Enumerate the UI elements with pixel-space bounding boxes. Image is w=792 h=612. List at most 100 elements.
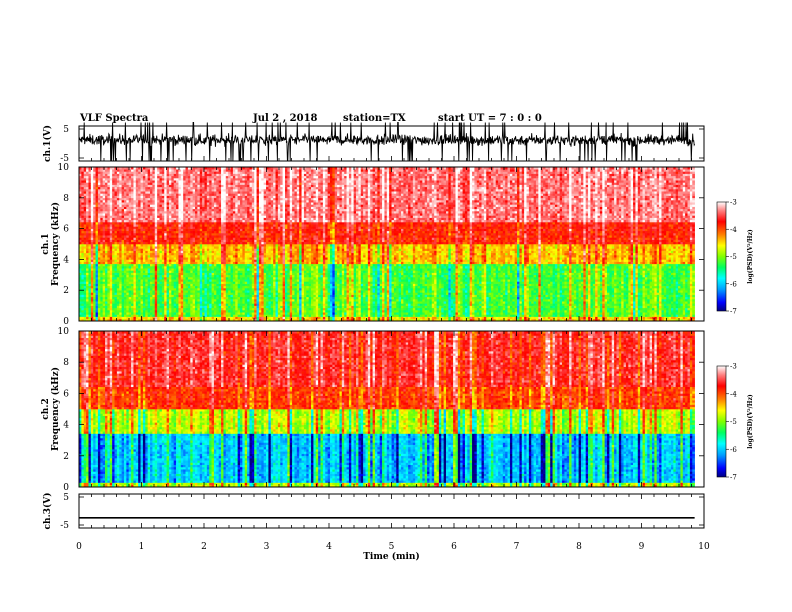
spectrogram-cell	[155, 169, 158, 172]
spectrogram-cell	[178, 312, 181, 315]
spectrogram-cell	[110, 198, 113, 201]
spectrogram-cell	[105, 303, 108, 306]
spectrogram-cell	[164, 233, 167, 236]
spectrogram-cell	[231, 242, 234, 245]
spectrogram-cell	[186, 178, 189, 181]
spectrogram-cell	[207, 279, 210, 282]
spectrogram-cell	[238, 264, 241, 267]
spectrogram-cell	[167, 314, 170, 317]
spectrogram-cell	[141, 297, 144, 300]
spectrogram-cell	[145, 268, 148, 271]
spectrogram-cell	[174, 281, 177, 284]
spectrogram-cell	[226, 253, 229, 256]
spectrogram-cell	[84, 303, 87, 306]
spectrogram-cell	[119, 292, 122, 295]
spectrogram-cell	[226, 235, 229, 238]
spectrogram-cell	[115, 240, 118, 243]
spectrogram-cell	[195, 178, 198, 181]
spectrogram-cell	[129, 246, 132, 249]
spectrogram-cell	[226, 213, 229, 216]
spectrogram-cell	[145, 255, 148, 258]
spectrogram-cell	[86, 275, 89, 278]
spectrogram-cell	[145, 312, 148, 315]
spectrogram-cell	[126, 185, 129, 188]
spectrogram-cell	[143, 295, 146, 298]
spectrogram-cell	[84, 202, 87, 205]
spectrogram-cell	[167, 288, 170, 291]
spectrogram-cell	[143, 182, 146, 185]
spectrogram-cell	[133, 259, 136, 262]
spectrogram-cell	[233, 187, 236, 190]
spectrogram-cell	[143, 299, 146, 302]
spectrogram-cell	[204, 204, 207, 207]
spectrogram-cell	[115, 242, 118, 245]
spectrogram-cell	[81, 202, 84, 205]
spectrogram-cell	[221, 229, 224, 232]
spectrogram-cell	[148, 301, 151, 304]
spectrogram-cell	[152, 240, 155, 243]
spectrogram-cell	[145, 176, 148, 179]
spectrogram-cell	[231, 200, 234, 203]
spectrogram-cell	[98, 169, 101, 172]
spectrogram-cell	[117, 196, 120, 199]
spectrogram-cell	[231, 176, 234, 179]
spectrogram-cell	[219, 268, 222, 271]
spectrogram-cell	[197, 251, 200, 254]
spectrogram-cell	[81, 209, 84, 212]
spectrogram-cell	[214, 273, 217, 276]
spectrogram-cell	[117, 202, 120, 205]
spectrogram-cell	[240, 211, 243, 214]
spectrogram-cell	[129, 268, 132, 271]
spectrogram-cell	[186, 248, 189, 251]
spectrogram-cell	[152, 310, 155, 313]
spectrogram-cell	[169, 211, 172, 214]
spectrogram-cell	[145, 202, 148, 205]
spectrogram-cell	[126, 299, 129, 302]
spectrogram-cell	[193, 317, 196, 320]
spectrogram-cell	[226, 169, 229, 172]
spectrogram-cell	[110, 255, 113, 258]
spectrogram-cell	[131, 266, 134, 269]
spectrogram-cell	[152, 290, 155, 293]
spectrogram-cell	[171, 240, 174, 243]
spectrogram-cell	[136, 215, 139, 218]
spectrogram-cell	[169, 246, 172, 249]
spectrogram-cell	[126, 174, 129, 177]
spectrogram-cell	[112, 187, 115, 190]
spectrogram-cell	[150, 284, 153, 287]
spectrogram-cell	[186, 169, 189, 172]
spectrogram-cell	[115, 222, 118, 225]
spectrogram-cell	[136, 295, 139, 298]
spectrogram-cell	[193, 196, 196, 199]
spectrogram-cell	[242, 259, 245, 262]
spectrogram-cell	[131, 242, 134, 245]
spectrogram-cell	[183, 317, 186, 320]
spectrogram-cell	[126, 231, 129, 234]
spectrogram-cell	[124, 292, 127, 295]
spectrogram-cell	[148, 275, 151, 278]
spectrogram-cell	[129, 231, 132, 234]
spectrogram-cell	[169, 185, 172, 188]
spectrogram-cell	[155, 189, 158, 192]
spectrogram-cell	[129, 196, 132, 199]
spectrogram-cell	[183, 244, 186, 247]
spectrogram-cell	[228, 312, 231, 315]
spectrogram-cell	[141, 310, 144, 313]
spectrogram-cell	[214, 290, 217, 293]
spectrogram-cell	[84, 200, 87, 203]
spectrogram-cell	[119, 277, 122, 280]
spectrogram-cell	[238, 209, 241, 212]
spectrogram-cell	[231, 198, 234, 201]
spectrogram-cell	[122, 317, 125, 320]
spectrogram-cell	[119, 286, 122, 289]
spectrogram-cell	[150, 257, 153, 260]
spectrogram-cell	[86, 242, 89, 245]
spectrogram-cell	[126, 204, 129, 207]
spectrogram-cell	[115, 277, 118, 280]
spectrogram-cell	[88, 185, 91, 188]
spectrogram-cell	[81, 246, 84, 249]
spectrogram-cell	[133, 284, 136, 287]
spectrogram-cell	[228, 189, 231, 192]
spectrogram-cell	[171, 235, 174, 238]
spectrogram-cell	[178, 185, 181, 188]
